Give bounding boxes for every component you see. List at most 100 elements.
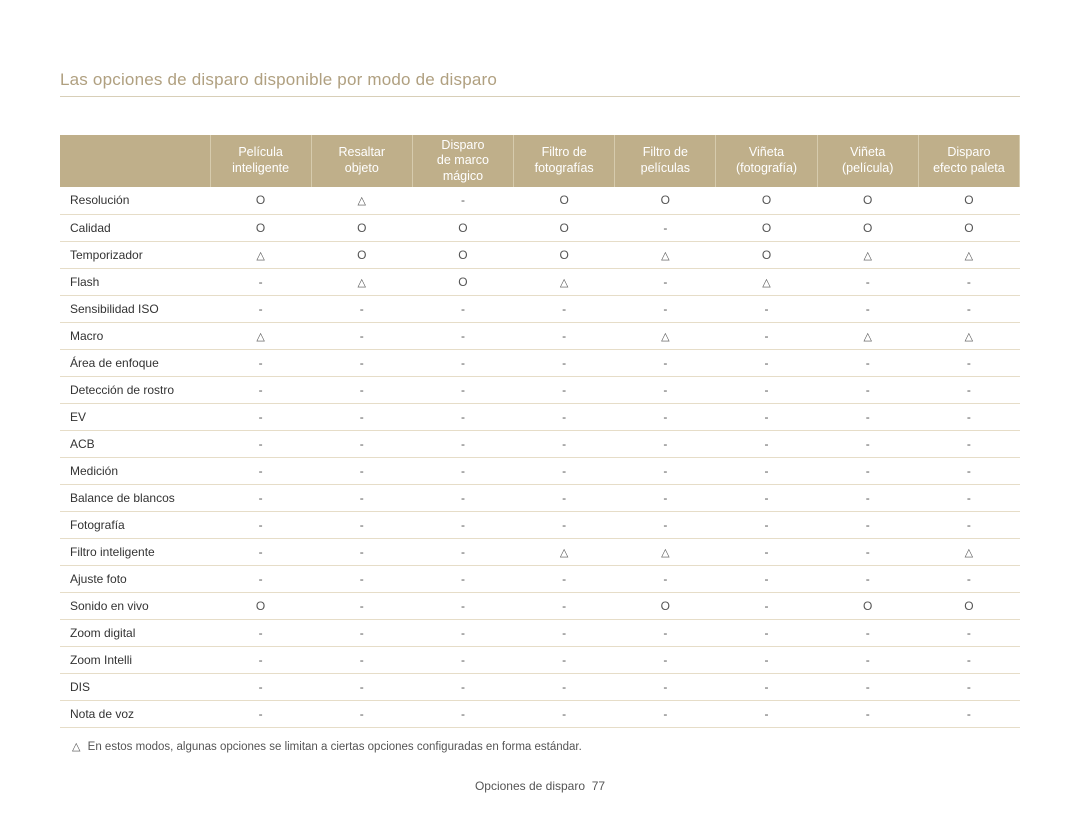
table-row: Flash-△O△-△-- — [60, 268, 1020, 295]
table-cell: - — [412, 403, 513, 430]
table-cell: - — [716, 430, 817, 457]
dash-icon: - — [461, 410, 465, 424]
dash-icon: - — [461, 491, 465, 505]
table-row: Nota de voz-------- — [60, 700, 1020, 727]
table-cell: - — [210, 538, 311, 565]
dash-icon: - — [866, 518, 870, 532]
table-cell: - — [311, 592, 412, 619]
dash-icon: - — [663, 680, 667, 694]
table-cell: - — [412, 511, 513, 538]
table-cell: - — [514, 376, 615, 403]
row-label: Flash — [60, 268, 210, 295]
triangle-icon: △ — [256, 330, 264, 343]
dash-icon: - — [259, 437, 263, 451]
dash-icon: - — [866, 491, 870, 505]
row-label: Resolución — [60, 187, 210, 214]
dash-icon: - — [360, 626, 364, 640]
dash-icon: - — [360, 707, 364, 721]
table-cell: - — [615, 268, 716, 295]
dash-icon: - — [663, 275, 667, 289]
table-cell: - — [311, 700, 412, 727]
table-row: Temporizador△OOO△O△△ — [60, 241, 1020, 268]
dash-icon: - — [360, 653, 364, 667]
circle-icon: O — [256, 221, 265, 235]
dash-icon: - — [663, 437, 667, 451]
row-label: Fotografía — [60, 511, 210, 538]
table-cell: - — [615, 349, 716, 376]
dash-icon: - — [562, 302, 566, 316]
table-row: DIS-------- — [60, 673, 1020, 700]
table-cell: - — [210, 376, 311, 403]
table-header-cell: Filtro depelículas — [615, 135, 716, 187]
table-cell: - — [716, 619, 817, 646]
row-label: Medición — [60, 457, 210, 484]
dash-icon: - — [663, 410, 667, 424]
dash-icon: - — [967, 383, 971, 397]
table-row: ACB-------- — [60, 430, 1020, 457]
table-cell: O — [311, 214, 412, 241]
table-cell: △ — [615, 322, 716, 349]
dash-icon: - — [562, 518, 566, 532]
circle-icon: O — [964, 193, 973, 207]
dash-icon: - — [765, 302, 769, 316]
table-cell: O — [210, 214, 311, 241]
table-cell: - — [817, 376, 918, 403]
row-label: Zoom Intelli — [60, 646, 210, 673]
table-cell: O — [412, 268, 513, 295]
dash-icon: - — [663, 464, 667, 478]
dash-icon: - — [360, 356, 364, 370]
table-cell: - — [817, 700, 918, 727]
dash-icon: - — [562, 437, 566, 451]
dash-icon: - — [866, 275, 870, 289]
table-cell: - — [412, 349, 513, 376]
row-label: DIS — [60, 673, 210, 700]
dash-icon: - — [967, 518, 971, 532]
dash-icon: - — [765, 518, 769, 532]
table-cell: - — [817, 484, 918, 511]
table-cell: O — [817, 592, 918, 619]
table-cell: - — [716, 295, 817, 322]
table-cell: - — [514, 403, 615, 430]
table-cell: - — [918, 430, 1019, 457]
table-cell: - — [918, 403, 1019, 430]
table-cell: - — [615, 295, 716, 322]
table-row: EV-------- — [60, 403, 1020, 430]
table-cell: - — [615, 511, 716, 538]
page-title: Las opciones de disparo disponible por m… — [60, 70, 1020, 97]
table-cell: - — [311, 430, 412, 457]
table-row: CalidadOOOO-OOO — [60, 214, 1020, 241]
table-cell: - — [918, 673, 1019, 700]
dash-icon: - — [360, 518, 364, 532]
table-cell: - — [716, 592, 817, 619]
table-cell: - — [210, 403, 311, 430]
table-cell: - — [615, 376, 716, 403]
table-cell: - — [918, 349, 1019, 376]
circle-icon: O — [863, 599, 872, 613]
circle-icon: O — [458, 248, 467, 262]
row-label: Balance de blancos — [60, 484, 210, 511]
dash-icon: - — [360, 572, 364, 586]
table-cell: - — [615, 430, 716, 457]
dash-icon: - — [866, 410, 870, 424]
circle-icon: O — [762, 221, 771, 235]
table-cell: O — [615, 187, 716, 214]
circle-icon: O — [964, 599, 973, 613]
table-cell: - — [716, 484, 817, 511]
table-row: Filtro inteligente---△△--△ — [60, 538, 1020, 565]
table-cell: O — [311, 241, 412, 268]
circle-icon: O — [661, 193, 670, 207]
dash-icon: - — [765, 545, 769, 559]
table-row: Sonido en vivoO---O-OO — [60, 592, 1020, 619]
table-cell: O — [210, 592, 311, 619]
table-cell: - — [918, 376, 1019, 403]
dash-icon: - — [765, 356, 769, 370]
table-cell: - — [311, 565, 412, 592]
row-label: EV — [60, 403, 210, 430]
dash-icon: - — [967, 653, 971, 667]
dash-icon: - — [360, 464, 364, 478]
table-cell: - — [817, 349, 918, 376]
footer-label: Opciones de disparo — [475, 779, 585, 793]
table-cell: - — [412, 430, 513, 457]
dash-icon: - — [461, 383, 465, 397]
dash-icon: - — [360, 302, 364, 316]
